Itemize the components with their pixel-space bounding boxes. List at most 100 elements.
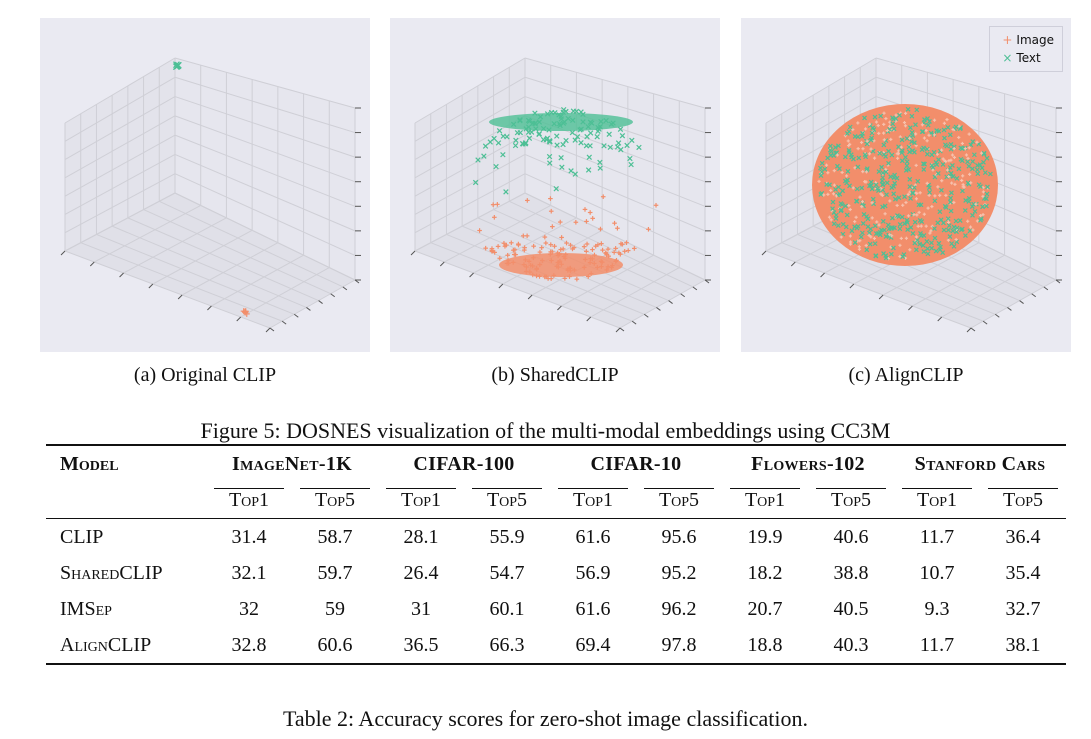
image-point [548,242,554,247]
text-point [836,184,842,190]
image-point [831,192,836,196]
image-point [860,205,864,209]
table-subheader-row: Top1 Top5 Top1 Top5 Top1 Top5 Top1 Top5 … [46,482,1066,519]
image-point [889,137,893,141]
text-point [909,113,915,119]
text-point [558,155,564,161]
text-point [864,141,870,147]
image-point [489,248,495,253]
image-point [512,247,518,253]
text-point [546,137,553,144]
table-cell: 18.2 [747,561,783,584]
image-point [936,185,940,189]
image-point [932,133,937,137]
image-point [600,247,605,253]
image-point [899,145,903,149]
text-point [937,209,943,215]
text-point [852,224,858,230]
image-point [946,220,951,225]
text-point [572,137,578,143]
image-point [882,111,886,115]
image-point [979,151,984,155]
table-row: IMSep 32 59 31 60.1 61.6 96.2 20.7 40.5 9.3 32.7 [46,591,1066,627]
text-point [619,133,626,139]
text-point [827,182,832,188]
text-point [920,243,926,248]
image-point [914,132,918,136]
text-point [974,167,980,173]
row-model-name: IMSep [60,597,112,620]
image-point [570,246,575,252]
text-point [983,203,989,209]
table-cell: 18.8 [747,633,783,656]
image-point [612,220,617,226]
image-point [924,224,928,228]
image-point [531,243,536,249]
text-point [842,154,848,160]
text-point [967,228,973,234]
header-group: CIFAR-100 [413,452,515,475]
text-point [891,126,897,132]
text-point [880,175,886,181]
table-cell: 38.8 [833,561,869,584]
text-point [819,160,825,166]
text-point [818,165,823,171]
text-point [867,241,873,247]
image-point [952,146,956,151]
text-point [984,191,990,197]
text-point [883,154,889,159]
image-point [840,170,844,175]
text-point [873,182,879,188]
text-point [910,148,916,154]
text-point [881,142,887,148]
text-point [920,161,926,167]
image-point [924,128,928,133]
text-point [970,212,975,218]
text-point [864,214,870,219]
image-point [945,117,949,122]
image-point [882,122,886,126]
image-point [524,233,530,239]
image-point [564,240,569,246]
image-point [560,246,566,252]
text-point [629,137,635,144]
image-point [906,214,911,218]
text-point [971,152,977,158]
image-point [856,147,860,151]
image-point [848,240,853,244]
text-point [827,147,833,153]
table-cell: 58.7 [317,525,353,548]
image-point [477,228,482,233]
text-point [896,214,902,219]
header-model: Model [60,452,119,475]
image-point [599,241,604,246]
table-cell: 20.7 [747,597,783,620]
text-point [938,217,944,223]
image-point [915,191,919,195]
image-point [895,203,899,208]
image-point [944,193,948,197]
table-cell: 35.4 [1005,561,1041,584]
image-point [932,118,937,122]
image-point [583,249,589,254]
text-point [907,176,913,182]
text-point [950,228,956,234]
text-point [891,175,897,181]
table-cell: 69.4 [575,633,611,656]
text-point [902,194,907,200]
text-point [856,155,862,161]
text-point [896,195,902,201]
results-table: Model ImageNet-1K CIFAR-100 CIFAR-10 Flo… [46,444,1066,665]
text-point [907,184,913,190]
image-point [587,210,593,215]
table-cell: 32.1 [231,561,267,584]
text-point [947,132,953,138]
text-point [844,212,850,218]
image-point [509,240,514,246]
text-point [929,240,934,246]
text-point [913,122,918,128]
table-cell: 31.4 [231,525,267,548]
text-point [835,223,841,228]
table-cell: 95.6 [661,525,697,548]
text-point [849,228,855,234]
